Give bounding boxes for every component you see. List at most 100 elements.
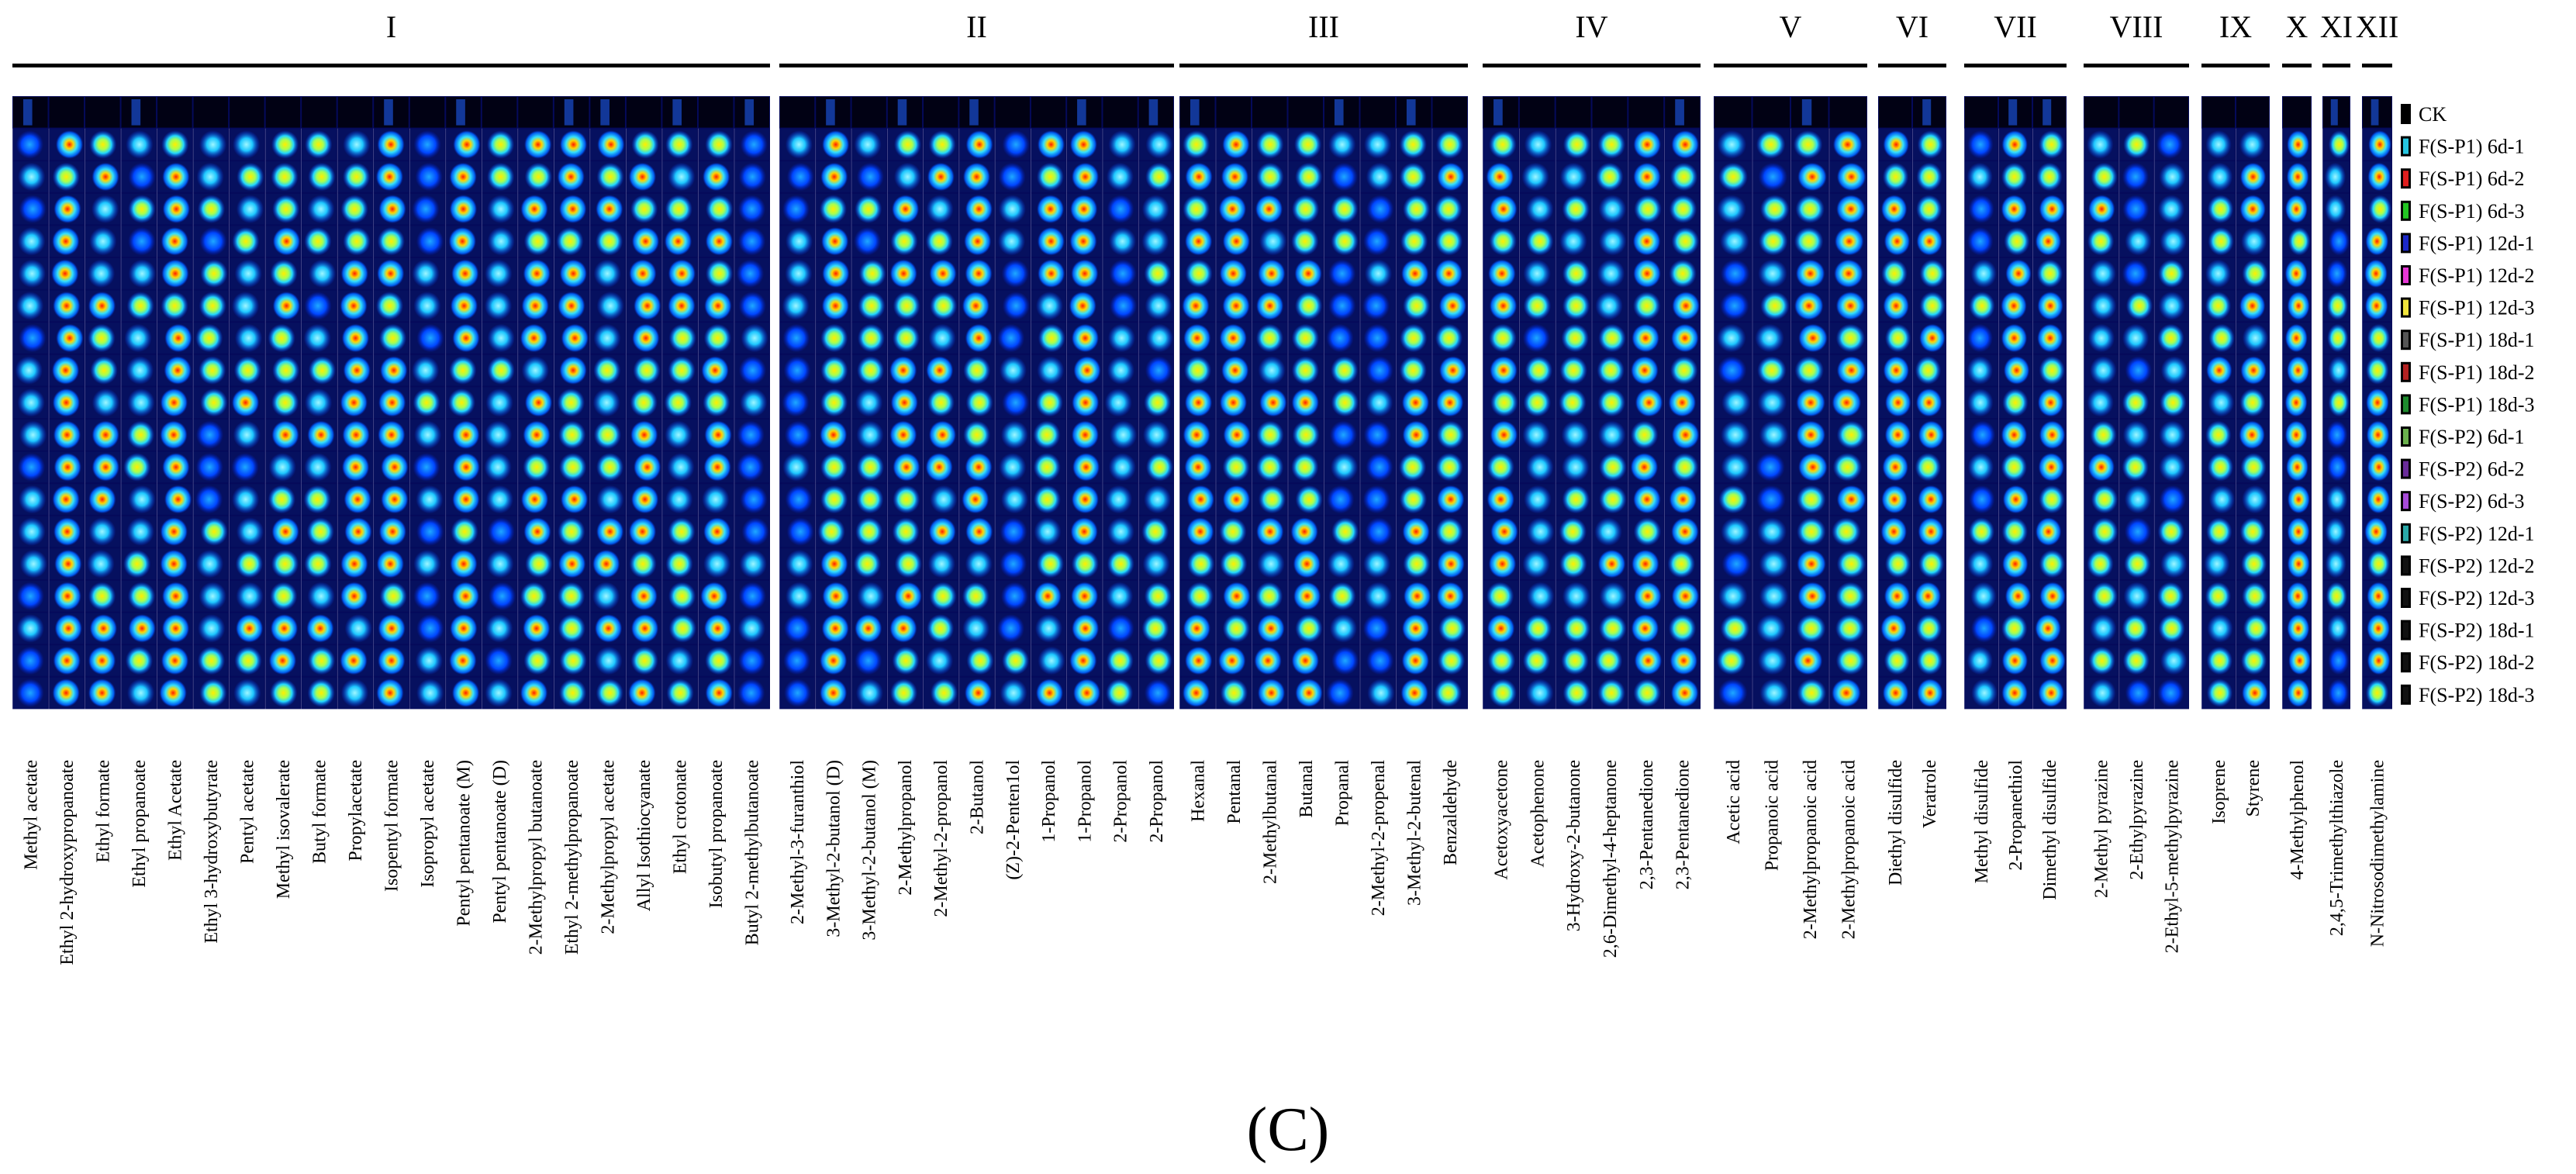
- heat-cell: [1519, 97, 1555, 128]
- heat-cell: [1324, 225, 1359, 257]
- heat-cell: [1664, 289, 1700, 323]
- heat-cell: [1999, 97, 2032, 128]
- legend-label: F(S-P1) 18d-2: [2419, 361, 2535, 384]
- heat-cell: [923, 354, 958, 387]
- heat-cell: [1359, 354, 1395, 387]
- heat-cell: [1628, 97, 1664, 128]
- heat-cell: [2236, 97, 2269, 128]
- heat-cell: [192, 128, 229, 161]
- heat-cell: [1483, 451, 1518, 484]
- heat-cell: [2118, 128, 2153, 161]
- compound-label: Ethyl crotonate: [671, 760, 691, 874]
- heat-cell: [923, 676, 958, 710]
- heat-cell: [589, 128, 625, 161]
- heat-cell: [445, 483, 481, 516]
- heat-cell: [157, 419, 192, 451]
- heat-cell: [1714, 451, 1752, 484]
- heat-cell: [482, 97, 517, 128]
- heat-cell: [1912, 676, 1946, 710]
- heat-cell: [2084, 354, 2118, 387]
- heat-cell: [2153, 289, 2188, 323]
- heat-cell: [2032, 451, 2066, 484]
- heat-cell: [1138, 322, 1173, 354]
- heat-cell: [1628, 289, 1664, 323]
- heat-cell: [1556, 97, 1591, 128]
- compound-label: Pentanal: [1224, 760, 1245, 824]
- heat-cell: [1396, 225, 1431, 257]
- heat-cell: [2201, 612, 2235, 645]
- heat-cell: [815, 128, 851, 161]
- group-bracket-V: [1714, 64, 1867, 67]
- heat-cell: [409, 225, 445, 257]
- heat-cell: [851, 612, 886, 645]
- heat-cell: [661, 386, 697, 419]
- heat-cell: [1215, 644, 1251, 677]
- heat-cell: [12, 322, 48, 354]
- heat-cell: [923, 644, 958, 677]
- heat-cell: [1912, 192, 1946, 226]
- heat-cell: [1664, 225, 1700, 257]
- heat-cell: [1431, 386, 1467, 419]
- heat-cell: [994, 386, 1030, 419]
- heat-cell: [1324, 547, 1359, 580]
- heat-cell: [409, 676, 445, 710]
- heat-cell: [1790, 192, 1828, 226]
- heat-cell: [1998, 419, 2032, 451]
- heat-cell: [2282, 322, 2311, 354]
- heat-cell: [734, 161, 769, 193]
- heat-cell: [2282, 612, 2311, 645]
- heat-cell: [1828, 644, 1866, 677]
- heat-cell: [958, 676, 994, 710]
- heat-cell: [1628, 644, 1664, 677]
- heat-cell: [734, 612, 769, 645]
- heat-cell: [1396, 322, 1431, 354]
- heat-cell: [1591, 386, 1628, 419]
- heat-cell: [734, 97, 769, 128]
- heat-cell: [2118, 322, 2153, 354]
- heat-cell: [1066, 161, 1102, 193]
- heat-cell: [85, 451, 120, 484]
- legend-label: F(S-P2) 18d-1: [2419, 620, 2535, 642]
- heat-cell: [958, 386, 994, 419]
- heat-cell: [554, 451, 589, 484]
- group-label-VIII: VIII: [2110, 9, 2163, 44]
- heat-cell: [887, 192, 923, 226]
- heat-cell: [1138, 580, 1173, 613]
- heat-cell: [554, 97, 589, 128]
- heat-cell: [1752, 419, 1790, 451]
- heat-cell: [1878, 225, 1911, 257]
- heat-cell: [301, 644, 337, 677]
- heat-cell: [48, 257, 85, 290]
- heat-cell: [1138, 644, 1173, 677]
- heat-cell: [734, 483, 769, 516]
- heat-cell: [482, 580, 517, 613]
- heat-cell: [779, 483, 815, 516]
- heat-cell: [1555, 128, 1591, 161]
- heat-cell: [229, 161, 264, 193]
- heat-cell: [2032, 612, 2066, 645]
- heat-cell: [1483, 322, 1518, 354]
- heat-cell: [1519, 225, 1555, 257]
- heat-cell: [698, 676, 734, 710]
- heat-cell: [1828, 676, 1866, 710]
- heat-cell: [264, 192, 301, 226]
- heat-cell: [2118, 419, 2153, 451]
- heat-cell: [1519, 419, 1555, 451]
- heat-cell: [264, 547, 301, 580]
- figure-caption: (C): [1247, 1096, 1330, 1164]
- heat-cell: [1628, 354, 1664, 387]
- legend-item: F(S-P1) 6d-3: [2401, 200, 2525, 223]
- heat-cell: [698, 257, 734, 290]
- heat-cell: [661, 192, 697, 226]
- heat-cell: [734, 451, 769, 484]
- heat-cell: [2119, 97, 2153, 128]
- heat-cell: [2236, 225, 2269, 257]
- heat-cell: [12, 419, 48, 451]
- heat-cell: [626, 322, 661, 354]
- heat-cell: [1591, 322, 1628, 354]
- heat-cell: [1179, 483, 1215, 516]
- heat-cell: [1519, 386, 1555, 419]
- heat-cell: [1878, 676, 1911, 710]
- heat-cell: [1878, 644, 1911, 677]
- heat-cell: [815, 354, 851, 387]
